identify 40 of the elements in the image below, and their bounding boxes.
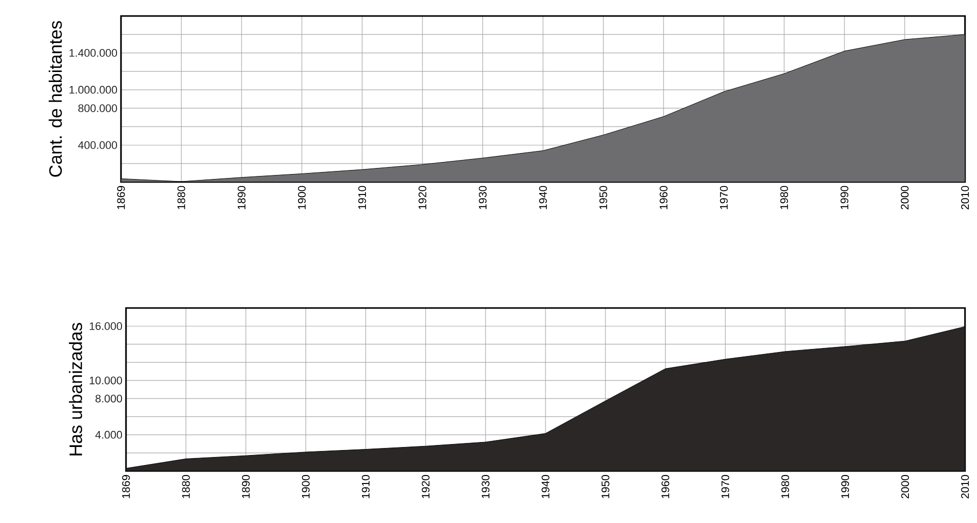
y-tick-label: 1.400.000 xyxy=(70,49,118,57)
x-tick-label: 1930 xyxy=(482,474,490,498)
x-tick-label: 2010 xyxy=(961,474,969,498)
x-tick-label: 1970 xyxy=(720,186,728,210)
y-tick-label: 400.000 xyxy=(78,141,118,149)
x-tick-label: 1930 xyxy=(478,186,487,210)
x-tick-label: 1960 xyxy=(661,474,670,498)
x-tick-label: 1869 xyxy=(117,186,125,210)
x-tick-label: 1980 xyxy=(780,186,788,210)
y-axis-title: Cant. de habitantes xyxy=(48,21,62,177)
y-tick-label: 1.000.000 xyxy=(70,86,118,94)
x-tick-label: 1970 xyxy=(721,474,730,498)
x-tick-label: 1900 xyxy=(298,186,306,210)
x-tick-label: 1890 xyxy=(242,474,250,498)
x-tick-label: 2000 xyxy=(901,474,909,498)
x-tick-label: 1940 xyxy=(542,474,550,498)
x-tick-label: 1950 xyxy=(599,186,608,210)
x-tick-label: 1940 xyxy=(539,186,547,210)
x-tick-label: 1920 xyxy=(418,186,426,210)
y-tick-label: 10.000 xyxy=(90,376,122,384)
x-tick-label: 1910 xyxy=(362,474,370,498)
x-tick-label: 1990 xyxy=(840,186,848,210)
y-tick-label: 8.000 xyxy=(96,394,122,402)
y-tick-label: 4.000 xyxy=(95,430,122,439)
x-tick-label: 1900 xyxy=(302,474,310,498)
x-tick-label: 1910 xyxy=(358,186,366,210)
x-tick-label: 2000 xyxy=(900,186,909,210)
y-axis-title: Has urbanizadas xyxy=(68,322,82,456)
x-tick-label: 1880 xyxy=(177,186,186,210)
x-tick-label: 1990 xyxy=(841,474,850,498)
y-tick-label: 800.000 xyxy=(78,104,118,112)
y-tick-label: 16.000 xyxy=(90,322,122,330)
x-tick-label: 1869 xyxy=(122,475,130,498)
x-tick-label: 1890 xyxy=(238,186,246,210)
x-tick-label: 1960 xyxy=(660,186,668,210)
x-tick-label: 1920 xyxy=(422,474,430,498)
x-tick-label: 1880 xyxy=(182,474,190,498)
x-tick-label: 2010 xyxy=(961,186,969,210)
x-tick-label: 1950 xyxy=(602,474,610,498)
x-tick-label: 1980 xyxy=(781,474,790,498)
